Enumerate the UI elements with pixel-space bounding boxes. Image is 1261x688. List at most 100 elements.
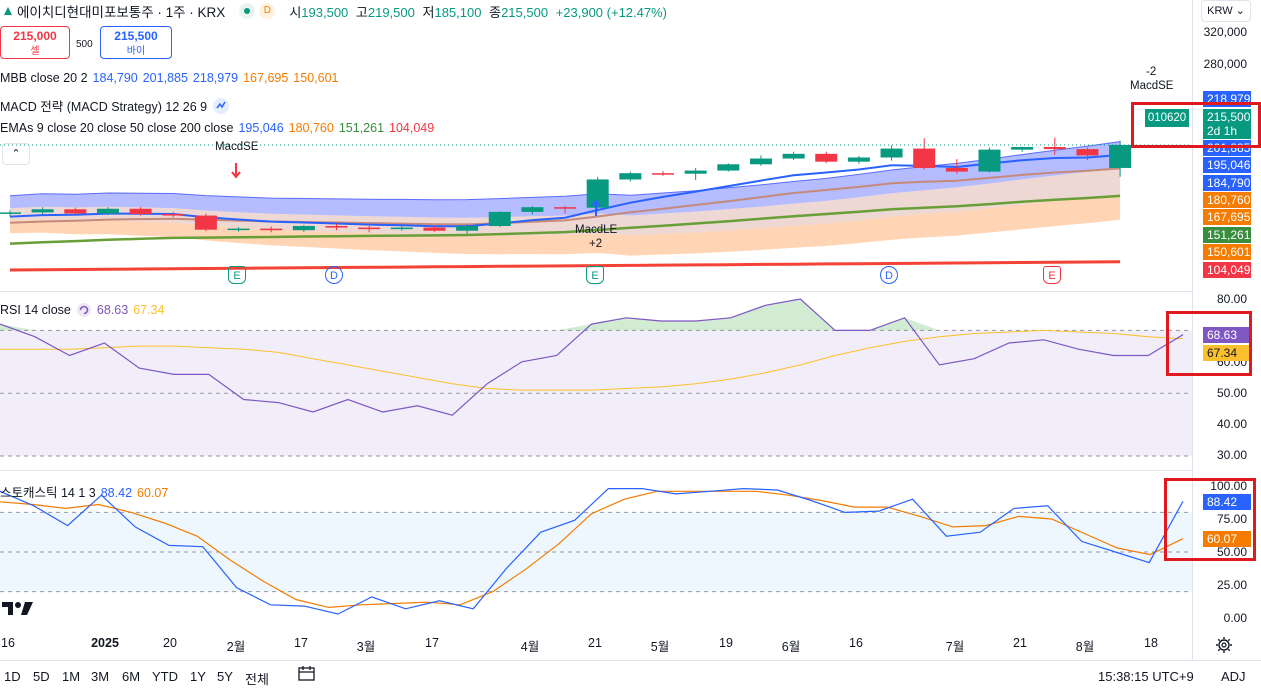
ema50-line	[9, 194, 1121, 245]
sell-label: 셀	[30, 46, 40, 57]
open-label: 시	[289, 4, 302, 20]
macd-legend[interactable]: MACD 전략 (MACD Strategy) 12 26 9	[0, 96, 230, 115]
candle-body	[978, 149, 1001, 172]
time-tick: 16	[1, 636, 15, 650]
candle-body	[292, 226, 315, 231]
currency-label: KRW	[1207, 5, 1233, 17]
time-tick: 16	[849, 636, 863, 650]
candle-body	[1043, 147, 1066, 150]
settings-gear-icon[interactable]	[1215, 636, 1233, 654]
ema50-price-label: 151,261	[1203, 227, 1251, 243]
candle-body	[488, 211, 511, 227]
candle-body	[64, 209, 87, 214]
time-tick: 19	[719, 636, 733, 650]
low-value: 185,100	[434, 4, 482, 20]
candle-body	[423, 227, 446, 231]
range-all[interactable]: 전체	[245, 672, 269, 687]
rsi-v2: 67.34	[133, 303, 165, 317]
calendar-icon[interactable]	[298, 665, 316, 681]
candle-body	[847, 157, 870, 162]
bottom-toolbar: 1D 5D 1M 3M 6M YTD 1Y 5Y 전체 15:38:15 UTC…	[0, 660, 1261, 687]
range-6m[interactable]: 6M	[122, 669, 141, 684]
rsi-v1: 68.63	[96, 303, 129, 317]
rsi-line	[0, 298, 1184, 416]
time-axis[interactable]: 16 2025 20 2월 17 3월 17 4월 21 5월 19 6월 16…	[0, 630, 1193, 654]
time-tick: 3월	[356, 640, 376, 654]
bb-mid-fill	[10, 167, 1121, 236]
sell-button[interactable]: 215,000 셀	[0, 26, 70, 59]
candle-body	[880, 148, 903, 158]
time-tick: 5월	[650, 640, 670, 654]
earnings-event-icon[interactable]: E	[228, 266, 246, 284]
market-open-icon	[239, 3, 256, 19]
emas-v4: 104,049	[389, 121, 435, 135]
time-tick: 8월	[1075, 640, 1095, 654]
emas-legend[interactable]: EMAs 9 close 20 close 50 close 200 close…	[0, 121, 439, 135]
stoch-legend[interactable]: 스토캐스틱 14 1 3 88.42 60.07	[0, 482, 173, 501]
range-1d[interactable]: 1D	[4, 669, 21, 684]
clock-time[interactable]: 15:38:15 UTC+9	[1098, 669, 1194, 684]
chart-canvas[interactable]	[0, 0, 1193, 660]
ohlc-readout: 시193,500 고219,500 저185,100 종215,500 +23,…	[289, 2, 671, 21]
pane-separator[interactable]	[0, 470, 1193, 471]
buy-signal-arrow	[591, 199, 601, 216]
symbol-title[interactable]: 에이치디현대미포보통주 · 1주 · KRX	[17, 5, 226, 20]
candle-body	[325, 226, 348, 228]
signal-macdse-1: MacdSE	[215, 141, 259, 153]
ema200-line	[9, 260, 1121, 272]
candle-body	[652, 173, 674, 175]
dividend-event-icon[interactable]: D	[325, 266, 343, 284]
adjust-toggle[interactable]: ADJ	[1221, 669, 1246, 684]
buy-button[interactable]: 215,500 바이	[100, 26, 172, 59]
range-3m[interactable]: 3M	[91, 669, 110, 684]
collapse-legend-button[interactable]: ⌃	[2, 143, 30, 165]
signal-macdse-2: MacdSE	[1130, 80, 1174, 92]
refresh-icon[interactable]	[76, 302, 92, 318]
candle-body	[619, 173, 642, 180]
price-tick: 320,000	[1203, 25, 1247, 39]
strategy-report-icon[interactable]	[212, 97, 230, 115]
candle-body	[815, 153, 838, 162]
candle-body	[913, 148, 936, 168]
earnings-event-icon[interactable]: E	[1043, 266, 1061, 284]
sell-signal-arrow	[231, 163, 241, 179]
dividend-event-icon[interactable]: D	[880, 266, 898, 284]
candle-body	[0, 212, 21, 214]
rsi-ma-value-label: 67.34	[1203, 345, 1251, 361]
highlight-box-price	[1131, 102, 1261, 148]
signal-macdle-qty: +2	[589, 238, 603, 250]
close-label: 종	[489, 4, 502, 20]
price-pane	[0, 137, 1193, 272]
candle-body	[31, 209, 54, 213]
earnings-event-icon[interactable]: E	[586, 266, 604, 284]
symbol-header: 에이치디현대미포보통주 · 1주 · KRX D 시193,500 고219,5…	[0, 0, 671, 22]
pane-separator[interactable]	[0, 291, 1193, 292]
range-5d[interactable]: 5D	[33, 669, 50, 684]
change-value: +23,900 (+12.47%)	[555, 4, 667, 20]
tradingview-logo[interactable]	[2, 600, 34, 616]
candle-body	[945, 167, 968, 172]
candle-body	[586, 179, 609, 208]
rsi-ma-line	[0, 329, 1184, 391]
currency-selector[interactable]: KRW ⌄	[1201, 0, 1251, 22]
mbb-legend[interactable]: MBB close 20 2 184,790 201,885 218,979 167,6…	[0, 71, 343, 85]
range-1y[interactable]: 1Y	[190, 669, 206, 684]
rsi-tick: 30.00	[1216, 448, 1247, 462]
bb-lower-price-label: 184,790	[1203, 175, 1251, 191]
stoch-tick: 75.00	[1216, 512, 1247, 526]
delay-badge[interactable]: D	[259, 3, 276, 19]
time-tick: 17	[425, 636, 439, 650]
time-tick: 7월	[945, 640, 965, 654]
range-5y[interactable]: 5Y	[217, 669, 233, 684]
bar-countdown: 2d 1h	[1207, 124, 1238, 138]
stoch-name: 스토캐스틱 14 1 3	[0, 486, 96, 500]
rsi-legend[interactable]: RSI 14 close 68.63 67.34	[0, 302, 169, 318]
last-price-label: 215,500 2d 1h	[1203, 109, 1251, 139]
ema9-price-label: 195,046	[1203, 157, 1251, 173]
sell-price: 215,000	[13, 29, 57, 43]
range-ytd[interactable]: YTD	[152, 669, 178, 684]
last-price-value: 215,500	[1207, 110, 1251, 124]
emas-name: EMAs 9 close 20 close 50 close 200 close	[0, 121, 234, 135]
stoch-v2: 60.07	[137, 486, 169, 500]
range-1m[interactable]: 1M	[62, 669, 81, 684]
